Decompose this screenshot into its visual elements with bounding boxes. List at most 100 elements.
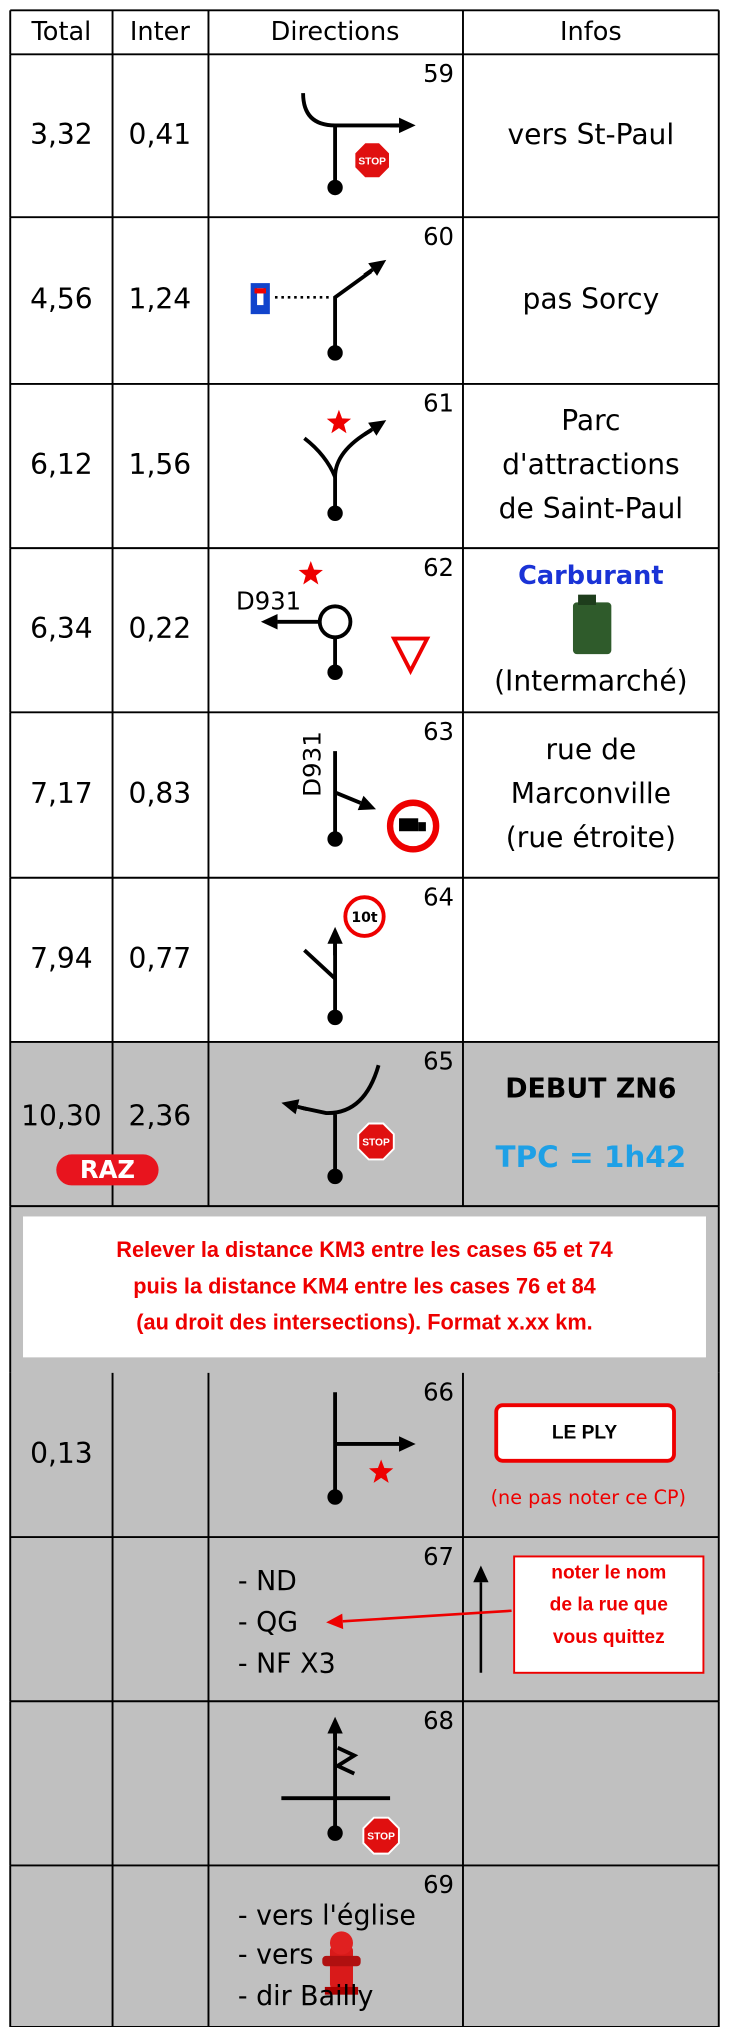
- direction-note: - NF X3: [238, 1648, 336, 1679]
- diagram-path: [304, 950, 335, 978]
- total-km: 6,12: [30, 448, 93, 481]
- diagram-line: [335, 792, 361, 802]
- info-text: Parc: [561, 404, 620, 437]
- column-header: Infos: [560, 17, 622, 47]
- diagram-circle: [327, 1489, 342, 1505]
- cp-name: LE PLY: [552, 1423, 617, 1444]
- direction-diagram: 10t: [304, 897, 383, 1025]
- direction-diagram: [251, 260, 387, 361]
- case-number: 60: [423, 222, 454, 251]
- diagram-polygon: [327, 410, 351, 433]
- diagram-line: [297, 1107, 306, 1109]
- total-km: 4,56: [30, 282, 93, 315]
- diagram-rect: [418, 822, 426, 831]
- info-text: rue de: [545, 733, 636, 766]
- weight-sign-text: 10t: [351, 910, 378, 926]
- road-label: D931: [297, 731, 326, 797]
- total-km: 7,17: [30, 777, 93, 810]
- diagram-circle: [327, 180, 342, 196]
- case-number: 65: [423, 1047, 454, 1076]
- diagram-path: [335, 430, 371, 513]
- diagram-circle: [327, 1169, 342, 1185]
- case-number: 63: [423, 717, 454, 746]
- case-number: 68: [423, 1706, 454, 1735]
- diagram-polygon: [261, 614, 278, 630]
- diagram-path: [304, 438, 335, 477]
- info-text: d'attractions: [502, 448, 680, 481]
- stop-sign-text: STOP: [358, 156, 386, 167]
- diagram-polygon: [394, 639, 427, 671]
- diagram-polygon: [299, 561, 323, 584]
- info-text: DEBUT ZN6: [505, 1073, 676, 1104]
- total-km: 0,13: [30, 1437, 93, 1470]
- diagram-path: [303, 93, 399, 125]
- column-header: Directions: [271, 17, 400, 47]
- total-km: 10,30: [21, 1099, 101, 1132]
- diagram-line: [365, 270, 373, 276]
- diagram-path: [335, 271, 371, 352]
- diagram-line: [365, 429, 373, 434]
- diagram-circle: [327, 664, 342, 680]
- info-text: pas Sorcy: [523, 282, 660, 315]
- raz-label: RAZ: [80, 1155, 135, 1184]
- direction-diagram: [304, 410, 386, 521]
- case-number: 62: [423, 553, 454, 582]
- info-text: (rue étroite): [506, 821, 676, 854]
- info-text: vous quittez: [553, 1627, 665, 1648]
- diagram-circle: [327, 1825, 342, 1841]
- info-text: de la rue que: [550, 1595, 668, 1616]
- diagram-polygon: [327, 927, 342, 944]
- page: Total Inter Directions Infos 3,32 0,41 59 STOP v…: [0, 0, 729, 2027]
- stop-sign-text: STOP: [367, 1832, 395, 1843]
- inter-km: 1,56: [129, 448, 192, 481]
- case-number: 64: [423, 882, 454, 911]
- diagram-circle: [327, 345, 342, 361]
- stop-sign-text: STOP: [362, 1137, 390, 1148]
- info-text: (Intermarché): [494, 664, 688, 697]
- info-text: vers St-Paul: [508, 118, 675, 151]
- case-number: 69: [423, 1870, 454, 1899]
- inter-km: 0,83: [129, 777, 192, 810]
- diagram-rect: [399, 818, 418, 831]
- direction-diagram: D931: [297, 731, 436, 849]
- info-text: (ne pas noter ce CP): [491, 1486, 686, 1509]
- case-number: 61: [423, 389, 454, 418]
- road-label: D931: [236, 586, 301, 615]
- banner-text: puis la distance KM4 entre les cases 76 …: [133, 1273, 596, 1298]
- direction-diagram: STOP: [303, 93, 416, 195]
- diagram-circle: [320, 606, 351, 637]
- diagram-circle: [330, 1931, 353, 1954]
- jerrycan-handle: [578, 595, 596, 605]
- total-km: 7,94: [30, 942, 93, 975]
- info-text: Marconville: [511, 777, 671, 810]
- info-text: Carburant: [518, 561, 663, 591]
- case-number: 67: [423, 1542, 454, 1571]
- roadbook: Total Inter Directions Infos 3,32 0,41 59 STOP v…: [0, 0, 729, 2027]
- jerrycan: [573, 602, 611, 654]
- diagram-polygon: [399, 118, 416, 134]
- diagram-rect: [322, 1956, 360, 1966]
- info-text: de Saint-Paul: [499, 492, 684, 525]
- inter-km: 0,22: [129, 612, 192, 645]
- direction-note: - vers l'église: [238, 1901, 416, 1932]
- gray-band: [10, 1042, 719, 2027]
- inter-km: 0,77: [129, 942, 192, 975]
- diagram-circle: [327, 831, 342, 847]
- case-number: 59: [423, 59, 454, 88]
- direction-note: - dir Bailly: [238, 1981, 373, 2012]
- column-header: Total: [31, 17, 92, 47]
- banner-text: (au droit des intersections). Format x.x…: [136, 1309, 592, 1334]
- column-header: Inter: [130, 17, 190, 47]
- diagram-rect: [255, 288, 267, 293]
- inter-km: 2,36: [129, 1099, 192, 1132]
- direction-note: - vers: [238, 1939, 314, 1970]
- info-text: noter le nom: [551, 1562, 666, 1583]
- inter-km: 0,41: [129, 118, 192, 151]
- direction-note: - ND: [238, 1566, 297, 1597]
- direction-diagram: D931: [236, 561, 427, 680]
- case-number: 66: [423, 1377, 454, 1406]
- diagram-circle: [327, 1010, 342, 1026]
- info-text: TPC = 1h42: [496, 1140, 687, 1174]
- total-km: 3,32: [30, 118, 93, 151]
- total-km: 6,34: [30, 612, 93, 645]
